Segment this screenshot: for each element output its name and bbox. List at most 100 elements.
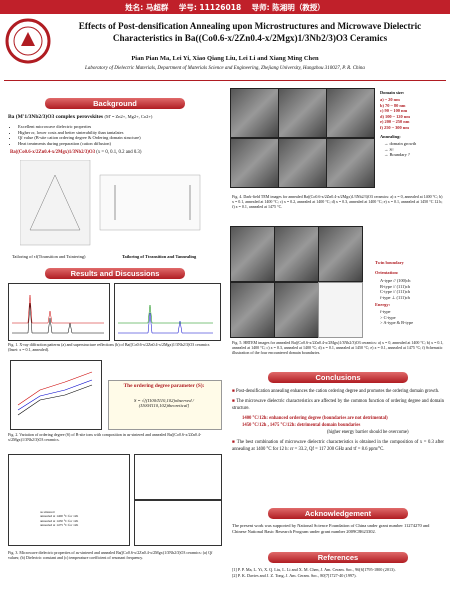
section-header: Results and Discussions	[45, 268, 185, 279]
domain-size: d) 100 ~ 120 nm	[380, 113, 410, 119]
domain-size: b) 70 ~ 80 nm	[380, 102, 406, 108]
orientation: f-type ⊥ (111)ch	[380, 294, 410, 300]
banner	[0, 0, 450, 14]
formula: S = √[(I100/I110,102)observed / (I100/I1…	[134, 398, 194, 408]
divider	[4, 80, 446, 81]
section-header: Conclusions	[268, 372, 408, 383]
composition: Ba((Co0.6-x/2Zn0.4-x/2Mgx)1/3Nb2/3)O3	[10, 150, 96, 155]
annealing-item: → Boundary ?	[384, 152, 410, 158]
section-header: Background	[45, 98, 185, 109]
energy-item: > C-type	[380, 314, 396, 320]
conclusions: ■ Post-densification annealing enhances …	[232, 388, 444, 453]
acknowledgement: The present work was supported by Nation…	[232, 523, 430, 534]
qf-plot	[8, 454, 130, 546]
banner-text: 姓名: 马超群 学号: 11126018 导师: 陈湘明（教授）	[125, 3, 325, 12]
legend-entry: annealed at 1400 °C for 12h	[40, 514, 79, 519]
hrtem-image	[318, 226, 363, 282]
reference: [1] P. P. Ma, L. Yi, X. Q. Liu, L. Li an…	[232, 567, 396, 572]
conclusion: ■ Post-densification annealing enhances …	[232, 389, 440, 394]
orientation: B-type // (111)ch	[380, 283, 410, 289]
structure-figure	[20, 160, 201, 246]
references: [1] P. P. Ma, L. Yi, X. Q. Liu, L. Li an…	[232, 567, 444, 578]
hrtem-grid	[230, 226, 363, 338]
tf-plot	[134, 500, 222, 546]
tem-image	[326, 88, 375, 138]
energy-item: f-type	[380, 309, 391, 314]
tailoring-left: Tailoring of τf(Ttransition and Tsinteri…	[12, 254, 86, 259]
tem-image	[278, 88, 327, 138]
conclusion-text: Post-densification annealing enhances th…	[236, 389, 440, 394]
tailoring-right: Tailoring of Ttransition and Tannealing	[122, 254, 197, 259]
annealing-item: → S↑	[384, 146, 395, 152]
legend-entry: annealed at 1475 °C for 12h	[40, 522, 79, 527]
formula-title: The ordering degree parameter (S):	[123, 383, 205, 389]
domain-size: f) 250 ~ 300 nm	[380, 124, 409, 130]
annealing-title: Annealing:	[380, 134, 401, 139]
reference: [2] P. K. Davies and J. Z. Tong, J. Am. …	[232, 572, 357, 578]
energy-item: > A-type & B-type	[380, 320, 414, 326]
bullet: Heat treatments during preparation (cati…	[18, 141, 230, 147]
formula-box	[108, 380, 222, 430]
domain-size: a) ~ 20 nm	[380, 97, 400, 102]
hrtem-image	[274, 282, 319, 338]
xrd-plot	[8, 283, 110, 341]
section-header: Acknowledgement	[268, 508, 408, 519]
tem-image	[230, 88, 279, 138]
bullet: Qf value (B-site cation ordering degree …	[18, 135, 230, 141]
title: Effects of Post-densification Annealing …	[78, 21, 422, 43]
composition-line: Ba((Co0.6-x/2Zn0.4-x/2Mgx)1/3Nb2/3)O3 (x…	[10, 150, 225, 155]
tem-image	[230, 138, 279, 188]
figure-caption: Fig. 2. Variation of ordering degree (S)…	[8, 432, 202, 442]
bullet-list: Excellent microwave dielectric propertie…	[10, 124, 230, 146]
bullet: Excellent microwave dielectric propertie…	[18, 124, 230, 130]
section-header: References	[268, 552, 408, 563]
conclusion-text: The best combination of microwave dielec…	[232, 440, 444, 452]
affiliation: Laboratory of Dielectric Materials, Depa…	[85, 66, 365, 71]
subtitle-main: Ba (M'1/3Nb2/3)O3 complex perovskites	[8, 114, 104, 120]
domain-size: e) 200 ~ 250 nm	[380, 119, 410, 125]
subtitle-note: (M' = Zn2+, Mg2+, Co2+)	[104, 114, 153, 119]
hrtem-image	[274, 226, 319, 282]
xrd-traces	[12, 294, 213, 334]
conclusion-text: The microwave dielectric characteristics…	[232, 399, 444, 411]
conclusion: ■ The microwave dielectric characteristi…	[232, 399, 444, 411]
figure-caption: Fig. 3. Microwave dielectric properties …	[8, 550, 213, 560]
superstructure-plot	[114, 283, 221, 341]
conclusion: ■ The best combination of microwave diel…	[232, 440, 444, 452]
ordering-plot	[10, 360, 102, 430]
composition-note: (x = 0, 0.1, 0.2 and 0.3)	[96, 150, 142, 155]
bullet: Higher εr, lower costs and better sinter…	[18, 130, 230, 136]
subtitle: Ba (M'1/3Nb2/3)O3 complex perovskites (M…	[8, 114, 223, 120]
note: 1450 °C/12h , 1475 °C/12h: detrimental d…	[242, 423, 361, 428]
orientation-list: A-type // (100)ch B-type // (111)ch C-type…	[380, 278, 410, 300]
figure-caption: Fig. 5. HRTEM images for annealed Ba((Co…	[232, 340, 444, 355]
schematic	[318, 282, 363, 338]
note: 1400 °C/12h: enhanced ordering degree (b…	[242, 416, 388, 421]
orientation: C-type // (111)ch	[380, 289, 410, 295]
legend-entry: as sintered	[40, 510, 55, 514]
twin-boundary: Twin boundary	[375, 260, 404, 265]
figure-caption: Fig. 1. X-ray diffraction patterns (a) a…	[8, 342, 210, 352]
er-plot	[134, 454, 222, 500]
domain-size: c) 90 ~ 100 nm	[380, 108, 408, 114]
annealing-item: → domain growth	[384, 141, 417, 146]
logo	[5, 18, 51, 64]
energy-list: f-type > C-type > A-type & B-type	[380, 309, 413, 326]
hrtem-image	[230, 226, 275, 282]
energy-title: Energy:	[375, 302, 391, 307]
authors: Pian Pian Ma, Lei Yi, Xiao Qiang Liu, Le…	[131, 55, 319, 62]
orientation: A-type // (100)ch	[380, 278, 411, 283]
orientation-title: Orientation:	[375, 270, 399, 275]
note: (higher energy barrier should be overcom…	[327, 430, 409, 435]
legend: as sintered annealed at 1400 °C for 12h an…	[40, 510, 78, 527]
tem-image	[326, 138, 375, 188]
domain-title: Domain size:	[380, 90, 405, 95]
legend-entry: annealed at 1450 °C for 12h	[40, 518, 79, 523]
domain-list: a) ~ 20 nm b) 70 ~ 80 nm c) 90 ~ 100 nm d) …	[380, 97, 410, 131]
annealing-list: → domain growth → S↑ → Boundary ?	[384, 141, 416, 158]
tem-image	[278, 138, 327, 188]
tem-grid	[230, 88, 375, 188]
figure-caption: Fig. 4. Dark-field TEM images for anneal…	[232, 194, 443, 209]
ordering-traces	[17, 371, 93, 416]
